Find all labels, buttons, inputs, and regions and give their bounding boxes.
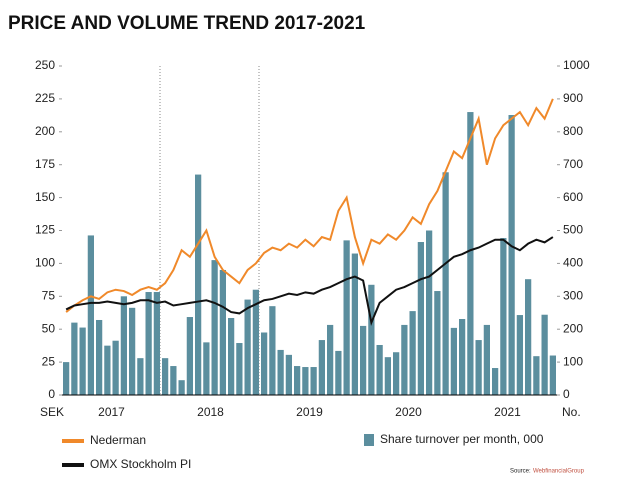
line [65, 236, 554, 327]
bar [434, 291, 441, 395]
bar [203, 342, 210, 395]
y2-axis-label: No. [562, 405, 581, 419]
bar [252, 289, 259, 395]
bar [87, 235, 94, 395]
bar [71, 322, 78, 395]
bar [384, 357, 391, 395]
bar [244, 299, 251, 395]
bar [401, 324, 408, 395]
bar [285, 354, 292, 395]
legend-swatch [364, 434, 374, 446]
y-tick-label: 225 [35, 91, 55, 105]
x-tick-label: 2019 [296, 405, 323, 419]
bar [442, 172, 449, 395]
y-tick-label: 75 [42, 288, 56, 302]
y-tick-label: 175 [35, 157, 55, 171]
bar [145, 292, 152, 395]
bar [302, 367, 309, 395]
bar [63, 362, 70, 395]
bar [500, 238, 507, 395]
x-tick-label: 2017 [98, 405, 125, 419]
bar [195, 174, 202, 395]
bar [459, 319, 466, 395]
y-tick-label: 150 [35, 190, 55, 204]
source-label: Source: [510, 469, 531, 475]
bar [450, 327, 457, 395]
y-tick-label: 50 [42, 321, 56, 335]
bar [351, 253, 358, 395]
bar [533, 356, 540, 395]
bar [96, 319, 103, 395]
bar [219, 269, 226, 395]
y-axis-label: SEK [40, 405, 64, 419]
bar [294, 366, 301, 395]
y-tick-label: 125 [35, 223, 55, 237]
bar [327, 324, 334, 395]
bar [360, 325, 367, 395]
y2-tick-label: 100 [563, 354, 583, 368]
y2-tick-label: 400 [563, 256, 583, 270]
bar [492, 368, 499, 395]
bar [335, 350, 342, 395]
bar [376, 344, 383, 395]
bar [417, 242, 424, 395]
source: WebfinancialGroup [533, 469, 585, 475]
bar [112, 340, 119, 395]
bar [137, 358, 144, 395]
y2-tick-label: 500 [563, 223, 583, 237]
bar [483, 324, 490, 395]
bar [120, 296, 127, 395]
x-tick-label: 2021 [494, 405, 521, 419]
bar [343, 240, 350, 395]
bar [170, 366, 177, 395]
bar [467, 112, 474, 395]
bar [79, 327, 86, 395]
y-tick-label: 0 [48, 387, 55, 401]
bar [211, 260, 218, 395]
bar [525, 279, 532, 395]
bar [153, 292, 160, 395]
bar [318, 340, 325, 395]
bar [426, 230, 433, 395]
bar [186, 317, 193, 395]
legend-label: OMX Stockholm PI [90, 457, 191, 471]
y2-tick-label: 900 [563, 91, 583, 105]
y-tick-label: 100 [35, 256, 55, 270]
bar [277, 349, 284, 395]
bar [129, 307, 136, 395]
y2-tick-label: 200 [563, 321, 583, 335]
bar [549, 355, 556, 395]
bar [261, 332, 268, 395]
y2-tick-label: 800 [563, 124, 583, 138]
bar [310, 367, 317, 395]
y2-tick-label: 700 [563, 157, 583, 171]
bar [409, 311, 416, 395]
bar [393, 352, 400, 395]
y-tick-label: 250 [35, 58, 55, 72]
legend-label: Nederman [90, 433, 146, 447]
bar [178, 380, 185, 395]
bar [104, 345, 111, 395]
y2-tick-label: 1000 [563, 58, 590, 72]
bar [236, 343, 243, 395]
bar [269, 306, 276, 395]
legend-label: Share turnover per month, 000 [380, 432, 544, 446]
bar [475, 340, 482, 395]
bar [162, 358, 169, 395]
y-tick-label: 25 [42, 354, 56, 368]
bar [368, 284, 375, 395]
line [65, 98, 554, 313]
bar [541, 314, 548, 395]
bar [508, 115, 515, 396]
chart-title: PRICE AND VOLUME TREND 2017-2021 [8, 13, 366, 34]
x-tick-label: 2020 [395, 405, 422, 419]
y2-tick-label: 0 [563, 387, 570, 401]
y2-tick-label: 300 [563, 288, 583, 302]
y2-tick-label: 600 [563, 190, 583, 204]
bar [228, 318, 235, 395]
y-tick-label: 200 [35, 124, 55, 138]
x-tick-label: 2018 [197, 405, 224, 419]
bar [516, 315, 523, 395]
